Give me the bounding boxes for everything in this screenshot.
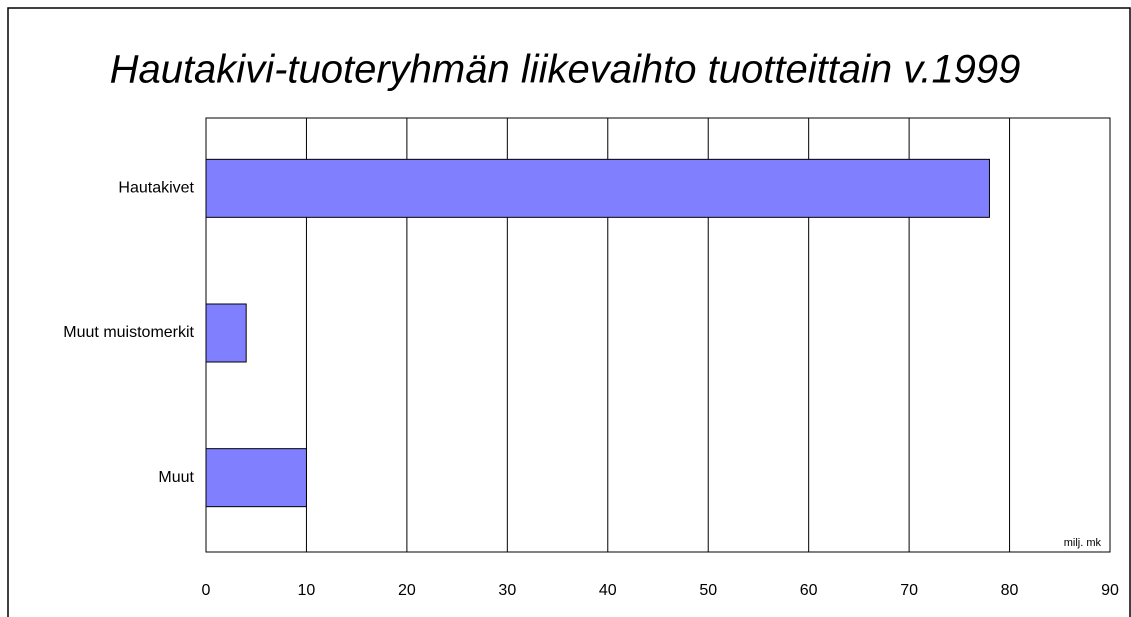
x-tick-label: 0 <box>202 582 211 599</box>
x-tick-label: 30 <box>498 582 516 599</box>
bar <box>205 448 307 508</box>
x-tick-label: 10 <box>298 582 316 599</box>
bar <box>205 158 990 218</box>
x-tick-label: 50 <box>699 582 717 599</box>
y-tick-label: Muut <box>158 469 194 486</box>
bar <box>205 303 247 363</box>
x-tick-label: 90 <box>1101 582 1119 599</box>
x-tick-label: 40 <box>599 582 617 599</box>
y-tick-label: Muut muistomerkit <box>63 324 194 341</box>
x-tick-label: 70 <box>900 582 918 599</box>
annotation: milj. mk <box>1064 537 1102 549</box>
x-tick-label: 60 <box>800 582 818 599</box>
frame <box>7 7 1131 617</box>
x-tick-label: 20 <box>398 582 416 599</box>
chart-title: Hautakivi-tuoteryhmän liikevaihto tuotte… <box>110 48 1021 92</box>
x-tick-label: 80 <box>1001 582 1019 599</box>
y-tick-label: Hautakivet <box>118 180 194 197</box>
